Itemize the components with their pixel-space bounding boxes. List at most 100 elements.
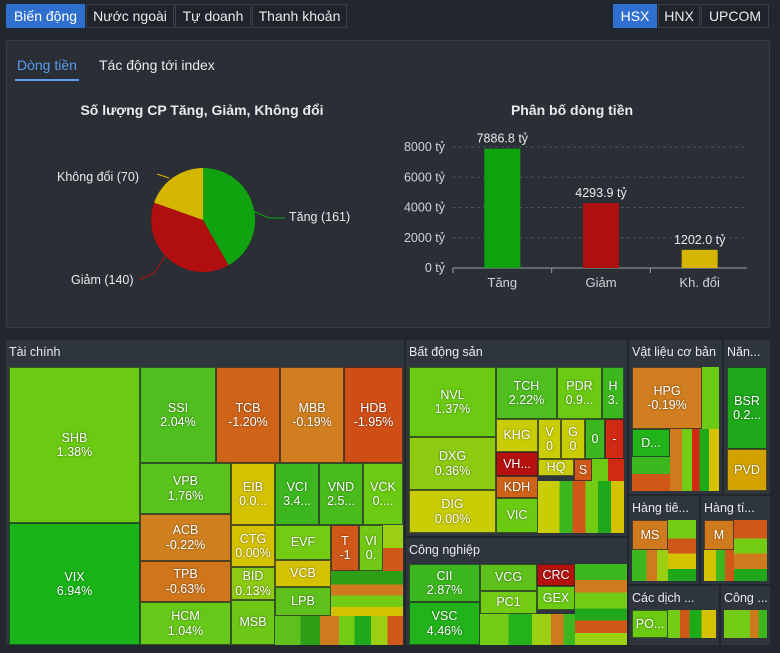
tile-symbol: VH...: [503, 456, 531, 471]
tile-tpb[interactable]: TPB -0.63%: [140, 561, 231, 602]
tile-nvl[interactable]: NVL 1.37%: [409, 367, 496, 437]
tile-vi[interactable]: VI 0.: [359, 525, 383, 571]
tile-m[interactable]: M: [704, 520, 734, 550]
subtab-tac-dong[interactable]: Tác động tới index: [99, 57, 215, 73]
bar-chart: 8000 tỷ 6000 tỷ 4000 tỷ 2000 tỷ 0 tỷ 7886.8 t…: [404, 132, 747, 290]
tile-dash[interactable]: -: [605, 419, 624, 459]
y-tick-label: 4000 tỷ: [404, 201, 446, 215]
tile-vix[interactable]: VIX 6.94%: [9, 523, 140, 645]
tile-symbol: S: [578, 462, 588, 477]
tile-change: 1.38%: [56, 445, 93, 459]
exchange-hnx-button[interactable]: HNX: [658, 4, 700, 28]
tile-vic[interactable]: VIC: [496, 498, 538, 533]
tab-thanh-khoan[interactable]: Thanh khoản: [252, 4, 347, 28]
tile-cluster-small: [632, 550, 668, 581]
tile-cii[interactable]: CII 2.87%: [409, 564, 480, 602]
subtab-dong-tien[interactable]: Dòng tiền: [17, 57, 77, 73]
tile-change: 0....: [372, 494, 394, 508]
tile-bsr[interactable]: BSR 0.2...: [727, 367, 767, 449]
tab-bien-dong[interactable]: Biến động: [6, 4, 85, 28]
tile-tcb[interactable]: TCB -1.20%: [216, 367, 280, 463]
tile-pvd[interactable]: PVD: [727, 449, 767, 491]
tile-symbol: T: [341, 533, 349, 548]
pie-slice-flat[interactable]: [154, 168, 203, 220]
pie-label-flat: Không đổi (70): [57, 170, 140, 184]
tile-cluster-small: [668, 610, 716, 638]
tab-nuoc-ngoai[interactable]: Nước ngoài: [86, 4, 174, 28]
tile-symbol: KDH: [503, 479, 531, 494]
tile-h[interactable]: H 3.: [602, 367, 624, 419]
tile-cluster-small: [538, 481, 624, 533]
exchange-upcom-button[interactable]: UPCOM: [701, 4, 769, 28]
tile-change: -0.19%: [292, 415, 332, 429]
tile-cluster-small: [575, 564, 627, 645]
tile-s-small[interactable]: S: [574, 459, 592, 481]
tile-dig[interactable]: DIG 0.00%: [409, 490, 496, 533]
tile-cluster-small: [632, 457, 670, 491]
tile-symbol: HCM: [171, 609, 200, 624]
tile-eib[interactable]: EIB 0.0...: [231, 463, 275, 525]
tile-hcm[interactable]: HCM 1.04%: [140, 602, 231, 645]
tile-symbol: H: [608, 378, 618, 393]
tile-vh[interactable]: VH...: [496, 452, 538, 476]
bar-value-label: 7886.8 tỷ: [477, 132, 529, 146]
bar-2[interactable]: [681, 249, 718, 268]
tile-evf[interactable]: EVF: [275, 525, 331, 560]
tile-hpg[interactable]: HPG -0.19%: [632, 367, 702, 429]
tile-pc1[interactable]: PC1: [480, 591, 537, 614]
tile-dxg[interactable]: DXG 0.36%: [409, 437, 496, 490]
tile-khg[interactable]: KHG: [496, 419, 538, 452]
tile-zero[interactable]: 0: [585, 419, 605, 459]
tile-kdh[interactable]: KDH: [496, 476, 538, 498]
tile-vcb[interactable]: VCB: [275, 560, 331, 587]
tile-msb[interactable]: MSB: [231, 600, 275, 645]
tile-change: -1.95%: [353, 415, 394, 429]
tile-acb[interactable]: ACB -0.22%: [140, 514, 231, 561]
tile-lpb[interactable]: LPB: [275, 587, 331, 616]
tile-vnd[interactable]: VND 2.5...: [319, 463, 363, 525]
tile-vcg[interactable]: VCG: [480, 564, 537, 591]
tab-tu-doanh[interactable]: Tự doanh: [175, 4, 251, 28]
tile-symbol: TPB: [173, 567, 198, 582]
tile-d[interactable]: D...: [632, 429, 670, 457]
tile-t[interactable]: T -1: [331, 525, 359, 571]
x-category-label: Tăng: [488, 275, 518, 290]
tile-gex[interactable]: GEX: [537, 586, 575, 610]
pie-slice-up[interactable]: [203, 167, 256, 266]
tile-vpb[interactable]: VPB 1.76%: [140, 463, 231, 514]
tile-change: 2.22%: [508, 393, 545, 407]
bar-0[interactable]: [484, 148, 521, 268]
exchange-hsx-button[interactable]: HSX: [613, 4, 657, 28]
tile-shb[interactable]: SHB 1.38%: [9, 367, 140, 523]
tile-change: 2.5...: [327, 494, 355, 508]
bar-value-label: 4293.9 tỷ: [575, 186, 627, 200]
tile-hq[interactable]: HQ: [538, 459, 574, 476]
money-flow-panel: Dòng tiền Tác động tới index Số lượng CP…: [6, 40, 770, 328]
tile-symbol: VCG: [494, 570, 523, 585]
y-tick-label: 8000 tỷ: [404, 140, 446, 154]
tile-vsc[interactable]: VSC 4.46%: [409, 602, 480, 645]
tile-ssi[interactable]: SSI 2.04%: [140, 367, 216, 463]
tile-vck[interactable]: VCK 0....: [363, 463, 403, 525]
tile-mbb[interactable]: MBB -0.19%: [280, 367, 344, 463]
tile-bid[interactable]: BID 0.13%: [231, 567, 275, 600]
tile-ms[interactable]: MS: [632, 520, 668, 550]
tile-crc[interactable]: CRC: [537, 564, 575, 586]
tile-symbol: VCK: [370, 479, 396, 494]
tile-hdb[interactable]: HDB -1.95%: [344, 367, 403, 463]
tile-pdr[interactable]: PDR 0.9...: [557, 367, 602, 419]
bar-1[interactable]: [583, 203, 619, 268]
tile-po[interactable]: PO...: [632, 610, 668, 638]
sector-title-vat-lieu: Vật liệu cơ bản: [632, 345, 716, 359]
tile-symbol: G: [568, 424, 578, 439]
tile-symbol: PO...: [635, 616, 665, 631]
pie-slice-down[interactable]: [151, 202, 229, 272]
tile-change: 6.94%: [56, 584, 93, 598]
tile-ctg[interactable]: CTG 0.00%: [231, 525, 275, 567]
tile-vci[interactable]: VCI 3.4...: [275, 463, 319, 525]
tile-symbol: VIC: [506, 508, 528, 523]
tile-tch[interactable]: TCH 2.22%: [496, 367, 557, 419]
tile-cluster-small: [668, 520, 696, 581]
